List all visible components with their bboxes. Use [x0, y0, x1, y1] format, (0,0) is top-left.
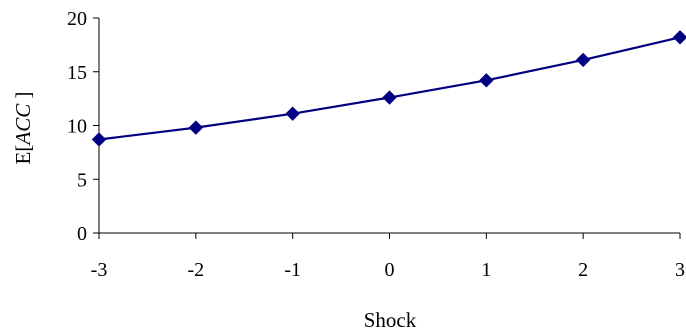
y-tick-label: 15 [67, 62, 87, 84]
x-axis-title: Shock [364, 308, 417, 331]
x-tick-label: -2 [187, 259, 204, 281]
data-point-marker [672, 30, 686, 45]
x-tick-label: -1 [284, 259, 301, 281]
y-tick-label: 20 [67, 8, 87, 30]
axes [98, 18, 680, 234]
y-axis-title-suffix: ] [11, 92, 35, 104]
data-point-marker [479, 73, 494, 88]
data-point-marker [285, 106, 300, 121]
y-ticks: 0 5 10 15 20 [67, 8, 99, 245]
series-line [98, 36, 681, 141]
series-layer [91, 30, 686, 147]
y-tick-label: 5 [77, 169, 87, 191]
x-tick-label: 3 [675, 259, 685, 281]
x-tick-label: -3 [91, 259, 108, 281]
y-tick-label: 0 [77, 223, 87, 245]
y-axis-title: E[ACC ] [11, 92, 35, 165]
x-tick-label: 1 [481, 259, 491, 281]
y-axis-title-prefix: E[ [11, 145, 35, 165]
data-point-marker [188, 120, 204, 135]
data-point-marker [382, 90, 397, 105]
y-axis-title-italic: ACC [11, 103, 35, 147]
x-ticks: -3 -2 -1 0 1 2 3 [91, 233, 685, 281]
x-tick-label: 2 [578, 259, 588, 281]
data-point-marker [91, 132, 107, 147]
data-point-marker [575, 52, 591, 68]
y-tick-label: 10 [67, 116, 87, 138]
x-tick-label: 0 [385, 259, 395, 281]
